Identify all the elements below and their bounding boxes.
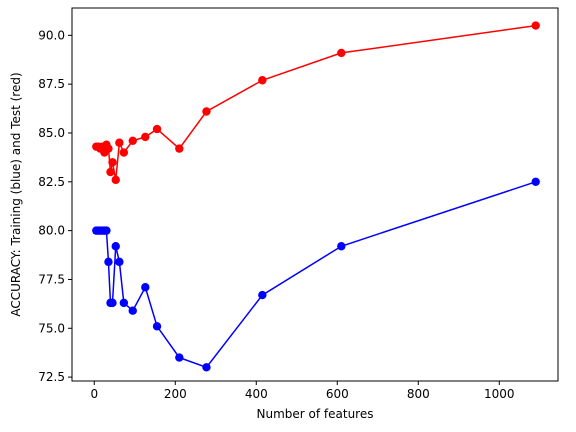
y-tick-label: 75.0: [38, 321, 65, 335]
data-point-1: [115, 138, 124, 147]
y-tick-label: 90.0: [38, 28, 65, 42]
y-tick-label: 72.5: [38, 370, 65, 384]
ticks-layer: 0 200 400 600 800 1000 72.5 75.0 77.5 80.0 82.5 85.…: [38, 28, 514, 401]
data-point-0: [128, 306, 137, 315]
y-tick-label: 77.5: [38, 272, 65, 286]
x-tick-label: 200: [164, 387, 187, 401]
data-point-0: [202, 363, 211, 372]
data-point-0: [337, 242, 346, 251]
data-point-0: [175, 353, 184, 362]
data-point-1: [108, 158, 117, 167]
y-axis-label: ACCURACY: Training (blue) and Test (red): [9, 72, 23, 316]
y-tick-label: 87.5: [38, 77, 65, 91]
data-point-0: [115, 257, 124, 267]
data-point-0: [102, 226, 111, 235]
data-point-0: [108, 298, 117, 308]
data-point-0: [111, 242, 120, 251]
data-point-0: [141, 283, 150, 292]
data-point-1: [202, 107, 211, 116]
series-layer: [92, 21, 540, 372]
data-point-1: [337, 48, 346, 58]
data-point-1: [175, 144, 184, 153]
y-tick-label: 80.0: [38, 224, 65, 238]
series-line-0: [96, 181, 536, 369]
data-point-1: [152, 124, 162, 134]
data-point-1: [119, 148, 129, 157]
data-point-1: [104, 144, 113, 153]
data-point-0: [531, 177, 540, 187]
data-point-0: [152, 322, 162, 331]
data-point-1: [141, 132, 150, 142]
plot-frame: [71, 7, 559, 382]
data-point-1: [258, 76, 267, 85]
data-point-1: [111, 175, 120, 185]
series-line-1: [96, 24, 536, 180]
data-point-0: [258, 290, 267, 300]
x-tick-label: 400: [245, 387, 268, 401]
x-axis-label: Number of features: [257, 407, 374, 421]
y-tick-label: 85.0: [38, 126, 65, 140]
data-point-1: [128, 136, 137, 145]
data-point-0: [104, 257, 113, 267]
x-tick-label: 800: [407, 387, 430, 401]
x-tick-label: 600: [326, 387, 349, 401]
x-tick-label: 1000: [484, 387, 515, 401]
y-tick-label: 82.5: [38, 175, 65, 189]
x-tick-label: 0: [90, 387, 98, 401]
data-point-1: [531, 21, 540, 30]
data-point-0: [119, 298, 129, 308]
data-point-1: [106, 167, 115, 177]
